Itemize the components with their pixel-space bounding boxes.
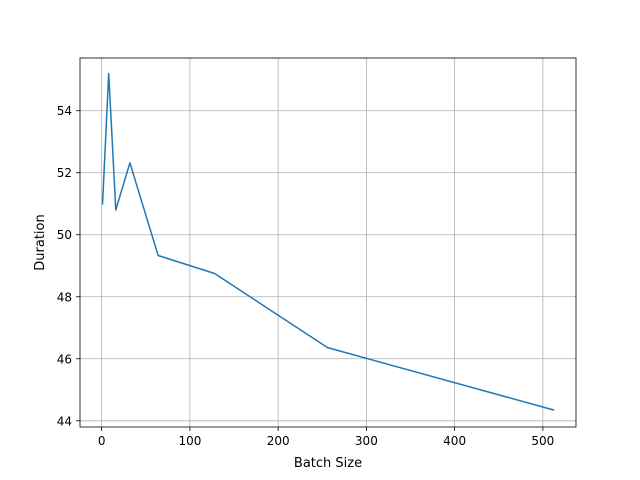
x-tick-label: 200 [267,434,290,448]
y-axis-label: Duration [33,214,48,270]
y-tick-label: 44 [57,414,72,428]
y-tick-label: 50 [57,228,72,242]
series-line [101,72,555,411]
grid-lines [80,58,576,427]
y-tick-label: 48 [57,290,72,304]
series-layer [101,72,555,411]
y-tick-label: 52 [57,166,72,180]
x-tick-label: 300 [355,434,378,448]
y-tick-label: 54 [57,104,72,118]
x-tick-label: 0 [98,434,106,448]
x-tick-label: 500 [531,434,554,448]
x-tick-label: 400 [443,434,466,448]
x-tick-label: 100 [178,434,201,448]
x-axis-label: Batch Size [294,456,362,471]
y-tick-label: 46 [57,352,72,366]
tick-layer: 0 100 200 300 400 500 44 46 48 50 52 54 [57,104,555,448]
plot-frame [79,57,577,428]
